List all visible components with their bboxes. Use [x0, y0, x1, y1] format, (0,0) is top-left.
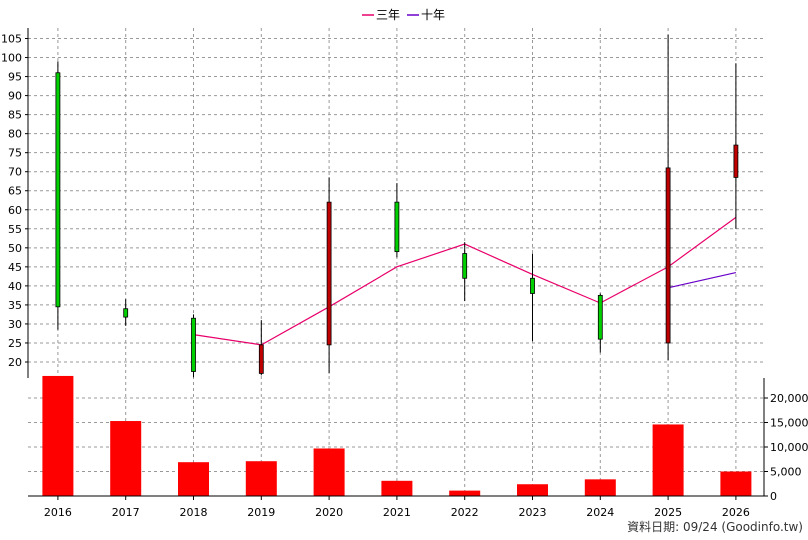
volume-bar [178, 462, 209, 496]
price-tick-label: 50 [8, 242, 22, 255]
x-tick-label: 2020 [315, 506, 343, 519]
volume-bar [245, 461, 277, 496]
volume-bar [517, 484, 548, 496]
candle-body [597, 294, 603, 340]
legend-label-three-year: 三年 [376, 8, 400, 22]
x-tick-label: 2023 [519, 506, 547, 519]
volume-tick-label: 10,000 [770, 441, 808, 454]
price-tick-label: 65 [8, 185, 22, 198]
candle-body [123, 308, 129, 318]
volume-bar [313, 448, 345, 496]
candle-body [530, 277, 535, 294]
x-tick-label: 2026 [722, 506, 750, 519]
price-tick-label: 35 [8, 299, 22, 312]
legend: 三年 十年 [362, 8, 445, 22]
x-tick-label: 2016 [44, 506, 72, 519]
candles [55, 34, 739, 378]
price-tick-label: 85 [8, 109, 22, 122]
ten-year-average-line [667, 271, 737, 289]
candle-body [462, 253, 468, 279]
x-tick-label: 2017 [112, 506, 140, 519]
x-tick-label: 2021 [383, 506, 411, 519]
volume-bar [652, 424, 684, 496]
price-tick-label: 25 [8, 337, 22, 350]
candle-body [258, 344, 264, 374]
price-tick-label: 80 [8, 128, 22, 141]
price-tick-label: 55 [8, 223, 22, 236]
price-tick-label: 70 [8, 166, 22, 179]
price-tick-label: 20 [8, 356, 22, 369]
candle-body [191, 317, 196, 372]
price-tick-label: 90 [8, 90, 22, 103]
volume-bar [720, 471, 752, 496]
volume-bar [42, 375, 74, 496]
x-axis-ticks: 2016 2017 2018 2019 2020 2021 2022 2023 2024 2025… [44, 496, 750, 519]
volume-bar [110, 421, 142, 496]
x-tick-label: 2025 [654, 506, 682, 519]
price-tick-label: 105 [1, 33, 22, 46]
volume-tick-label: 20,000 [770, 392, 808, 405]
price-tick-label: 40 [8, 280, 22, 293]
legend-label-ten-year: 十年 [421, 8, 445, 22]
price-tick-label: 30 [8, 318, 22, 331]
price-tick-label: 100 [1, 52, 22, 65]
x-tick-label: 2018 [180, 506, 208, 519]
volume-bars [42, 375, 752, 496]
candle-body [733, 144, 739, 178]
volume-axis-ticks: 0 5,000 10,000 15,000 20,000 [764, 392, 808, 503]
x-tick-label: 2024 [586, 506, 614, 519]
candle-body [55, 72, 61, 308]
volume-tick-label: 5,000 [770, 466, 802, 479]
candle-body [326, 201, 332, 346]
price-tick-label: 95 [8, 71, 22, 84]
price-axis-ticks: 20 25 30 35 40 45 50 55 60 65 70 75 80 85 90 95 100 105 [1, 33, 28, 369]
volume-tick-label: 0 [770, 490, 777, 503]
price-tick-label: 75 [8, 147, 22, 160]
candle-body [665, 167, 671, 344]
volume-bar [584, 479, 616, 496]
volume-bar [381, 480, 413, 496]
price-tick-label: 60 [8, 204, 22, 217]
price-tick-label: 45 [8, 261, 22, 274]
volume-tick-label: 15,000 [770, 417, 808, 430]
candle-body [394, 201, 400, 253]
x-tick-label: 2022 [451, 506, 479, 519]
volume-bar [449, 490, 481, 496]
data-date-footer: 資料日期: 09/24 (Goodinfo.tw) [627, 520, 803, 534]
x-tick-label: 2019 [247, 506, 275, 519]
